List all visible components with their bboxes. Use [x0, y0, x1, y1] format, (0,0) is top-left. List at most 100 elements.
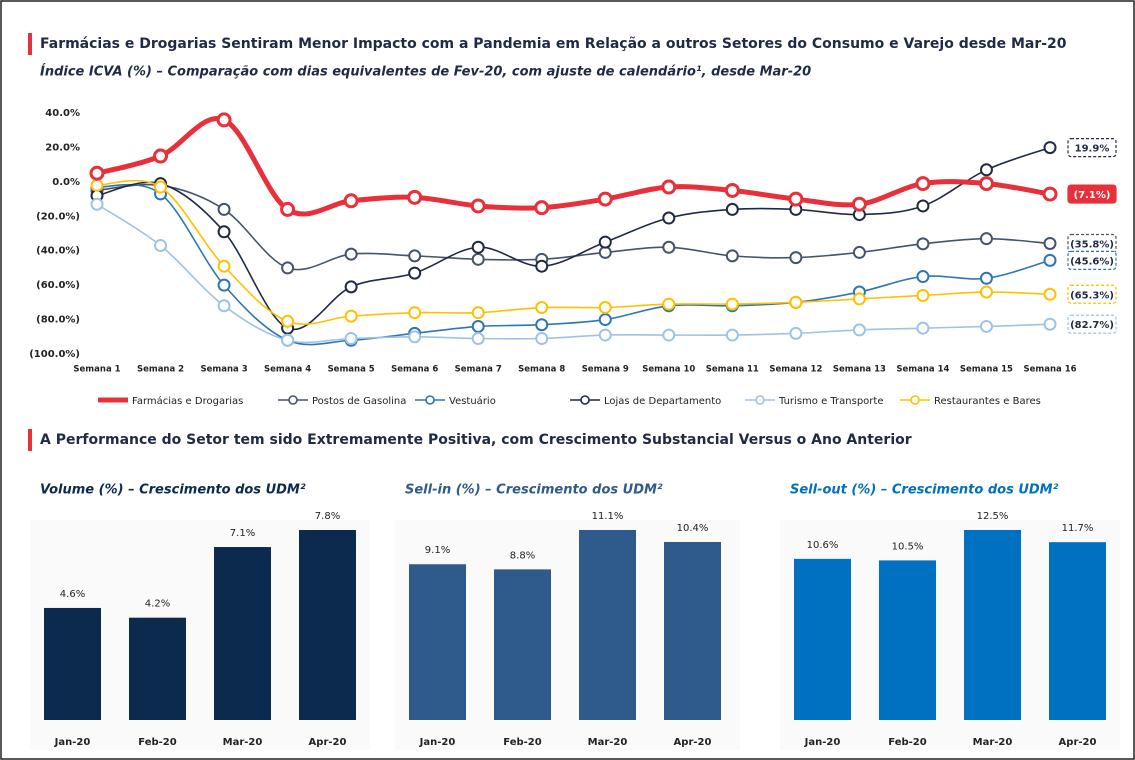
value-label: 11.1% — [592, 511, 624, 522]
point — [344, 247, 358, 261]
point — [789, 251, 803, 265]
x-tick-label: Semana 13 — [833, 365, 886, 375]
point — [662, 328, 676, 342]
legend-marker — [288, 395, 298, 405]
y-tick-label: (80.0%) — [36, 315, 80, 326]
point — [979, 319, 993, 333]
point — [916, 270, 930, 284]
legend-label: Farmácias e Drogarias — [132, 395, 243, 407]
x-tick-label: Feb-20 — [888, 737, 926, 748]
chart-title: Sell-in (%) – Crescimento dos UDM² — [405, 483, 663, 498]
point — [281, 261, 295, 275]
point — [597, 191, 613, 207]
point — [471, 306, 485, 320]
x-tick-label: Semana 10 — [642, 365, 695, 375]
point — [216, 112, 232, 128]
point — [852, 245, 866, 259]
point — [916, 288, 930, 302]
legend-label: Postos de Gasolina — [312, 396, 406, 407]
x-tick-label: Mar-20 — [588, 737, 628, 748]
point — [535, 318, 549, 332]
bar — [579, 530, 636, 720]
end-label-box — [1067, 284, 1117, 304]
legend-marker — [580, 395, 590, 405]
point — [598, 313, 612, 327]
point — [281, 314, 295, 328]
value-label: 7.8% — [315, 511, 340, 522]
point — [344, 309, 358, 323]
x-tick-label: Semana 11 — [706, 365, 759, 375]
value-label: 10.4% — [677, 523, 709, 534]
end-label-box — [1067, 314, 1117, 334]
bar — [44, 607, 101, 720]
end-label: (7.1%) — [1074, 190, 1111, 201]
point — [217, 278, 231, 292]
y-tick-label: (100.0%) — [29, 349, 80, 360]
point — [979, 163, 993, 177]
point — [90, 197, 104, 211]
section-marker — [28, 429, 32, 451]
series-line — [96, 203, 1051, 344]
title-marker — [28, 33, 32, 55]
point — [852, 292, 866, 306]
point — [1043, 317, 1057, 331]
point — [661, 179, 677, 195]
x-tick-label: Semana 9 — [582, 365, 629, 375]
value-label: 10.5% — [892, 541, 924, 552]
x-tick-label: Apr-20 — [1059, 737, 1097, 748]
chart-title: Sell-out (%) – Crescimento dos UDM² — [790, 483, 1059, 498]
end-label: (35.8%) — [1070, 239, 1114, 250]
point — [470, 198, 486, 214]
series-line — [96, 146, 1051, 331]
bar — [879, 560, 936, 720]
point — [535, 332, 549, 346]
value-label: 12.5% — [977, 511, 1009, 522]
point — [534, 200, 550, 216]
value-label: 10.6% — [807, 540, 839, 551]
point — [1043, 253, 1057, 267]
point — [408, 330, 422, 344]
value-label: 9.1% — [425, 545, 450, 556]
point — [471, 252, 485, 266]
x-tick-label: Jan-20 — [419, 737, 456, 748]
x-tick-label: Semana 16 — [1023, 365, 1076, 375]
point — [217, 259, 231, 273]
bar — [964, 530, 1021, 720]
chart-title: Volume (%) – Crescimento dos UDM² — [40, 483, 306, 498]
chart-title: Farmácias e Drogarias Sentiram Menor Imp… — [40, 36, 1067, 52]
legend-marker — [910, 395, 920, 405]
point — [725, 249, 739, 263]
x-tick-label: Semana 14 — [896, 365, 949, 375]
end-label-box — [1067, 138, 1117, 158]
point — [725, 297, 739, 311]
legend-label: Restaurantes e Bares — [934, 396, 1041, 407]
y-tick-label: (20.0%) — [36, 211, 80, 222]
end-label-box — [1067, 250, 1117, 270]
value-label: 7.1% — [230, 528, 255, 539]
point — [154, 239, 168, 253]
x-tick-label: Feb-20 — [138, 737, 176, 748]
point — [915, 176, 931, 192]
point — [1042, 186, 1058, 202]
x-tick-label: Semana 8 — [518, 365, 565, 375]
end-label: (45.6%) — [1070, 256, 1114, 267]
point — [598, 235, 612, 249]
point — [471, 240, 485, 254]
section-title: A Performance do Setor tem sido Extremam… — [40, 432, 912, 448]
point — [598, 301, 612, 315]
legend-label: Lojas de Departamento — [604, 396, 721, 407]
bar — [494, 569, 551, 720]
point — [788, 191, 804, 207]
x-tick-label: Semana 3 — [200, 365, 247, 375]
bar — [1049, 542, 1106, 720]
point — [725, 202, 739, 216]
point — [535, 301, 549, 315]
x-tick-label: Mar-20 — [973, 737, 1013, 748]
x-tick-label: Apr-20 — [674, 737, 712, 748]
point — [916, 199, 930, 213]
point — [408, 306, 422, 320]
x-tick-label: Semana 6 — [391, 365, 438, 375]
point — [408, 266, 422, 280]
point — [217, 299, 231, 313]
point — [89, 165, 105, 181]
